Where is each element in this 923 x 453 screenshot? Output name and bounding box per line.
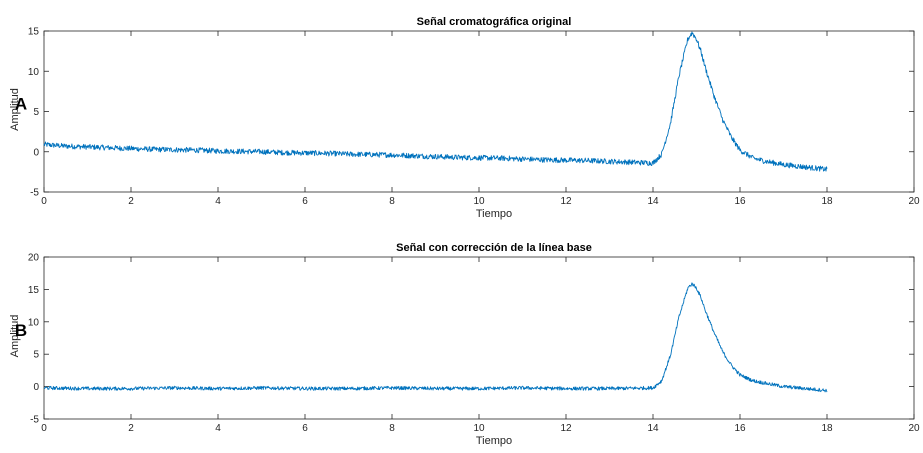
y-tick-label: 15 [28, 285, 40, 296]
x-tick-label: 16 [734, 423, 746, 434]
x-tick-label: 10 [473, 196, 485, 207]
x-tick-label: 12 [560, 196, 572, 207]
x-tick-label: 4 [215, 423, 221, 434]
x-axis-label: Tiempo [476, 208, 512, 220]
x-tick-label: 8 [389, 196, 395, 207]
chart-title: Señal cromatográfica original [417, 16, 572, 28]
y-tick-label: 10 [28, 67, 40, 78]
x-tick-label: 18 [821, 196, 833, 207]
x-tick-label: 16 [734, 196, 746, 207]
series-line-1 [43, 282, 828, 393]
x-axis-label: Tiempo [476, 435, 512, 447]
x-tick-label: 12 [560, 423, 572, 434]
panel-letter: A [15, 95, 27, 114]
x-tick-label: 10 [473, 423, 485, 434]
y-tick-label: 0 [33, 147, 39, 158]
y-tick-label: 15 [28, 27, 40, 38]
y-tick-label: 10 [28, 317, 40, 328]
x-tick-label: 8 [389, 423, 395, 434]
y-axis-label: Amplitud [9, 315, 21, 358]
panel-letter: B [15, 321, 27, 340]
y-tick-label: 5 [33, 107, 39, 118]
x-tick-label: 0 [41, 196, 47, 207]
y-tick-label: 5 [33, 350, 39, 361]
y-tick-label: -5 [30, 415, 39, 426]
x-tick-label: 0 [41, 423, 47, 434]
x-tick-label: 14 [647, 196, 659, 207]
x-tick-label: 6 [302, 423, 308, 434]
x-tick-label: 4 [215, 196, 221, 207]
x-tick-label: 6 [302, 196, 308, 207]
x-tick-label: 2 [128, 423, 134, 434]
y-tick-label: 20 [28, 253, 40, 264]
y-tick-label: -5 [30, 188, 39, 199]
x-tick-label: 20 [908, 423, 920, 434]
y-axis-label: Amplitud [9, 88, 21, 131]
x-tick-label: 18 [821, 423, 833, 434]
x-tick-label: 14 [647, 423, 659, 434]
x-tick-label: 20 [908, 196, 920, 207]
y-tick-label: 0 [33, 382, 39, 393]
series-line-1 [43, 31, 828, 172]
x-tick-label: 2 [128, 196, 134, 207]
chart-title: Señal con corrección de la línea base [396, 242, 592, 254]
